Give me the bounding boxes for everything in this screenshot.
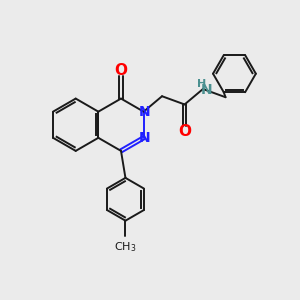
Text: N: N xyxy=(138,131,150,146)
Text: O: O xyxy=(115,63,128,78)
Text: O: O xyxy=(178,124,191,139)
Text: N: N xyxy=(138,105,150,119)
Text: H: H xyxy=(197,79,206,89)
Text: CH$_3$: CH$_3$ xyxy=(114,240,137,254)
Text: N: N xyxy=(201,82,212,97)
